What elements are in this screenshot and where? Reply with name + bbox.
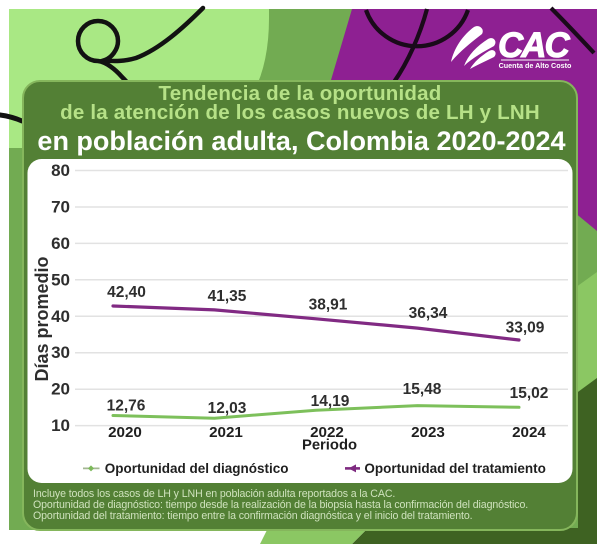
svg-text:Días promedio: Días promedio — [32, 256, 52, 381]
svg-text:80: 80 — [51, 161, 70, 180]
svg-text:12,76: 12,76 — [107, 398, 146, 415]
svg-text:14,19: 14,19 — [311, 393, 350, 410]
svg-text:60: 60 — [51, 234, 70, 253]
svg-text:70: 70 — [51, 198, 70, 217]
svg-text:30: 30 — [51, 343, 70, 362]
svg-text:2024: 2024 — [512, 424, 546, 441]
svg-text:38,91: 38,91 — [309, 297, 348, 314]
svg-text:15,02: 15,02 — [510, 385, 549, 402]
svg-text:2020: 2020 — [108, 424, 142, 441]
svg-text:40: 40 — [51, 307, 70, 326]
svg-text:en población adulta, Colombia: en población adulta, Colombia 2020-2024 — [37, 126, 565, 156]
svg-text:CAC: CAC — [498, 26, 571, 65]
svg-text:12,03: 12,03 — [208, 400, 247, 417]
svg-text:2023: 2023 — [411, 424, 445, 441]
svg-text:36,34: 36,34 — [409, 305, 448, 322]
svg-text:2021: 2021 — [209, 424, 243, 441]
svg-text:2022: 2022 — [310, 424, 344, 441]
svg-text:41,35: 41,35 — [208, 288, 247, 305]
svg-text:50: 50 — [51, 270, 70, 289]
svg-text:42,40: 42,40 — [107, 284, 146, 301]
svg-text:Oportunidad del tratamiento: Oportunidad del tratamiento — [364, 461, 546, 476]
svg-text:33,09: 33,09 — [506, 320, 545, 337]
svg-text:Cuenta de Alto Costo: Cuenta de Alto Costo — [499, 61, 572, 70]
svg-text:15,48: 15,48 — [403, 381, 442, 398]
svg-text:10: 10 — [51, 416, 70, 435]
svg-text:Oportunidad del diagnóstico: Oportunidad del diagnóstico — [105, 461, 289, 476]
svg-text:Periodo: Periodo — [302, 437, 357, 453]
svg-text:20: 20 — [51, 380, 70, 399]
